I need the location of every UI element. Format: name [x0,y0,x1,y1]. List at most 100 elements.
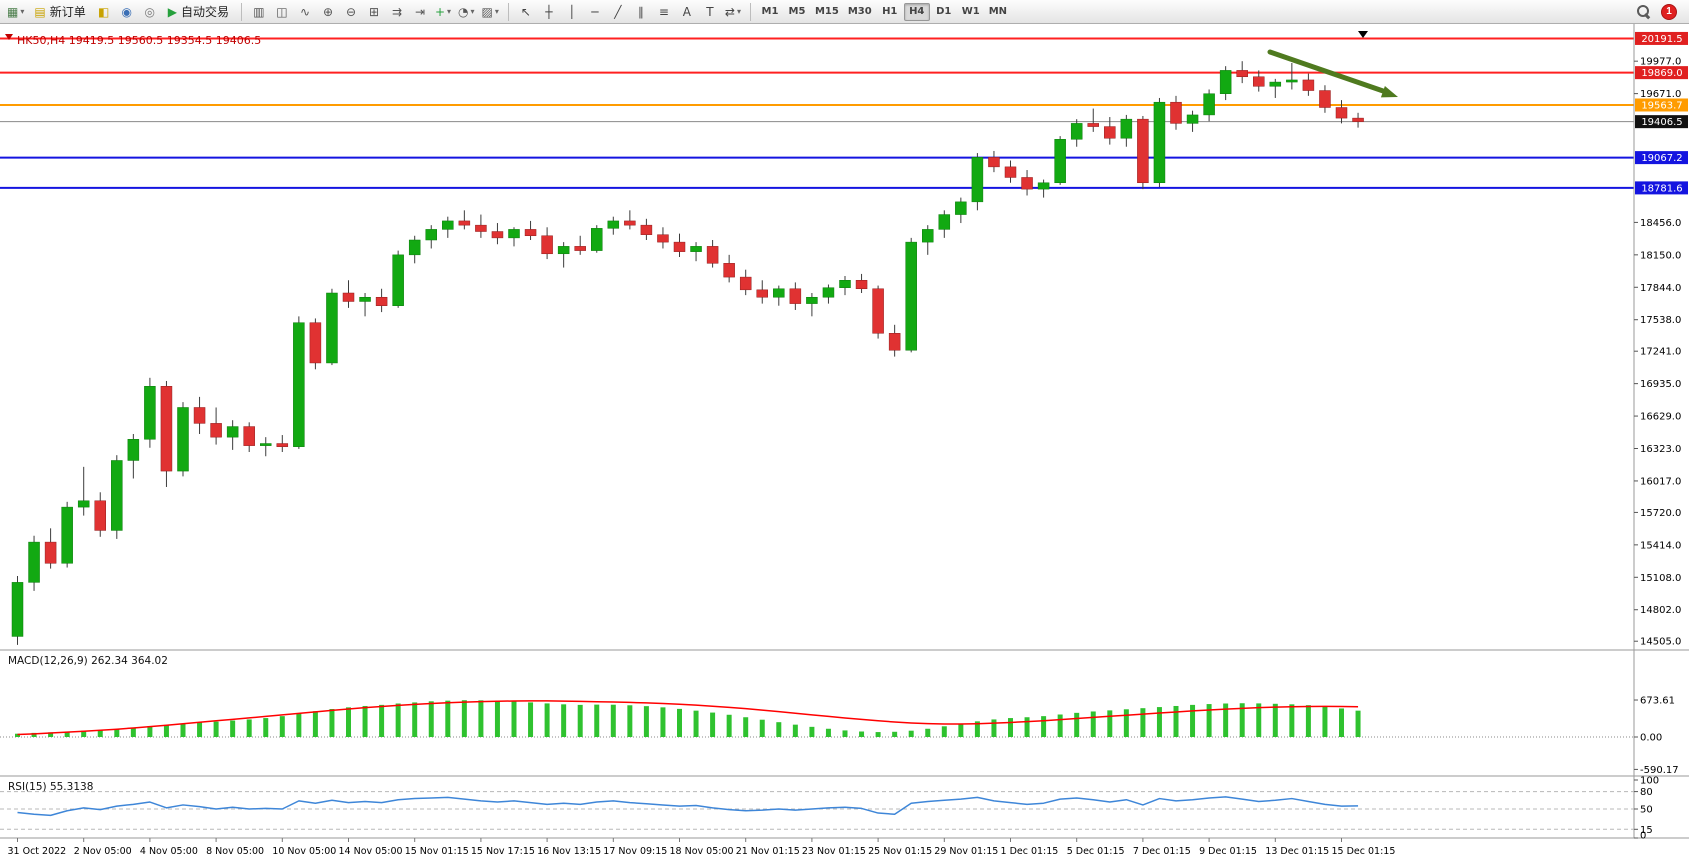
price-tag-label: 19563.7 [1641,100,1682,111]
timeframe-m5[interactable]: M5 [788,6,806,17]
dropdown-caret-icon[interactable]: ▾ [20,7,25,16]
market-watch-button[interactable]: ◉ [116,2,138,22]
timeframe-h4[interactable]: H4 [903,2,930,21]
candle [839,276,851,296]
candle [1203,89,1215,122]
line-chart-button[interactable]: ∿ [294,2,316,22]
timeframe-m1[interactable]: M1 [761,6,779,17]
candle [922,225,934,255]
label-tool-button[interactable]: T [699,2,721,22]
time-tick-label: 1 Dec 01:15 [1001,846,1059,857]
support-line-2-tag [1635,181,1688,195]
cursor-tool-button[interactable]: ↖ [515,2,537,22]
candle [657,227,669,249]
indicators-button[interactable]: + ▾ [432,2,454,22]
trendline-tool-icon: ╱ [614,4,622,19]
dropdown-caret-icon[interactable]: ▾ [470,7,475,16]
toolbar-items: ▦ ▾ ▤ 新订单 ◧ ◉ ◎ ▶ 自动交易 ▥ ◫ ∿ ⊕ ⊖ ⊞ ⇉ ⇥ + ▾ ◔ ▾ ▨ ▾ ↖ ┼ │ ─ ╱ ∥ ≡ A T ⇄ ▾ M… [4,2,1011,22]
zoom-in-button[interactable]: ⊕ [317,2,339,22]
timeframe-m30[interactable]: M30 [847,6,872,17]
candle [1352,112,1364,128]
price-tick-label: 16935.0 [1640,379,1681,390]
channel-tool-button[interactable]: ∥ [630,2,652,22]
charts-profile-button[interactable]: ◧ [93,2,115,22]
price-tick-label: 15720.0 [1640,508,1681,519]
candle [160,380,173,487]
fibonacci-tool-icon: ≡ [658,4,669,19]
timeframe-d1[interactable]: D1 [936,6,952,17]
chart-shift-button[interactable]: ⇥ [409,2,431,22]
navigator-button[interactable]: ◎ [139,2,161,22]
dropdown-caret-icon[interactable]: ▾ [736,7,741,16]
auto-scroll-icon: ⇉ [391,4,402,19]
price-tick-label: 14802.0 [1640,605,1681,616]
candle [276,435,289,452]
time-tick-label: 18 Nov 05:00 [670,846,734,857]
periods-button[interactable]: ◔ ▾ [455,2,478,22]
price-tick-label: 15108.0 [1640,573,1681,584]
candle [1269,78,1282,98]
time-tick-label: 4 Nov 05:00 [140,846,198,857]
bid-price-line-tag [1635,115,1688,129]
templates-button[interactable]: ▨ ▾ [479,2,502,22]
new-order-button[interactable]: ▤ 新订单 [28,2,91,22]
price-tick-label: 19977.0 [1640,57,1681,68]
toolbar-separator [749,2,751,21]
notification-badge[interactable]: 1 [1661,3,1677,20]
tile-windows-button[interactable]: ⊞ [363,2,385,22]
bar-chart-button[interactable]: ▥ [248,2,270,22]
candle [1087,108,1099,132]
candle [1153,97,1166,187]
panel-separators [0,24,1689,839]
candle [475,214,487,238]
vline-tool-button[interactable]: │ [561,2,583,22]
search-icon[interactable] [1636,4,1651,19]
dropdown-caret-icon[interactable]: ▾ [447,7,452,16]
candle [955,197,967,224]
rsi-axis-label: 80 [1640,787,1653,798]
time-tick-label: 21 Nov 01:15 [736,846,800,857]
candle [243,422,255,452]
candle [1302,73,1315,96]
time-tick-label: 10 Nov 05:00 [272,846,336,857]
candlestick-chart-button[interactable]: ◫ [271,2,293,22]
charts-profile-icon: ◧ [98,4,110,19]
candle [193,396,206,434]
timeframe-m15[interactable]: M15 [814,6,839,17]
candle [739,269,752,296]
new-chart-button[interactable]: ▦ ▾ [4,2,27,22]
timeframe-w1[interactable]: W1 [961,6,980,17]
candle [144,377,156,448]
rsi-line [17,796,1359,817]
timeframe-mn[interactable]: MN [988,6,1008,17]
auto-scroll-button[interactable]: ⇉ [386,2,408,22]
price-tick-label: 18150.0 [1640,250,1681,261]
candle [971,153,984,211]
arrows-tool-button[interactable]: ⇄ ▾ [722,2,744,22]
fibonacci-tool-button[interactable]: ≡ [653,2,675,22]
candle [806,293,818,317]
candle [607,216,620,235]
dropdown-caret-icon[interactable]: ▾ [494,7,499,16]
hline-tool-button[interactable]: ─ [584,2,606,22]
time-axis[interactable]: 31 Oct 2022 2 Nov 05:00 4 Nov 05:00 8 Nov 0… [8,838,1396,857]
macd-label: MACD(12,26,9) 262.34 364.02 [8,655,168,667]
chart-position-marker[interactable] [1358,31,1368,38]
text-tool-button[interactable]: A [676,2,698,22]
new-order-button-label: 新订单 [49,5,86,19]
support-line-1-tag [1635,151,1688,165]
candle [11,576,24,645]
toolbar-separator [240,2,242,21]
candle [408,235,421,264]
autotrading-button[interactable]: ▶ 自动交易 [162,2,235,22]
price-tick-label: 14505.0 [1640,637,1681,648]
price-tag-label: 19406.5 [1641,117,1682,128]
zoom-out-button[interactable]: ⊖ [340,2,362,22]
trend-arrow[interactable] [1267,49,1398,98]
trendline-tool-button[interactable]: ╱ [607,2,629,22]
crosshair-tool-button[interactable]: ┼ [538,2,560,22]
price-axis[interactable]: 19977.0 19671.0 18456.0 18150.0 17844.0 17538… [1634,31,1688,648]
time-tick-label: 23 Nov 01:15 [802,846,866,857]
timeframe-h1[interactable]: H1 [882,6,898,17]
price-tag-label: 19869.0 [1641,68,1682,79]
